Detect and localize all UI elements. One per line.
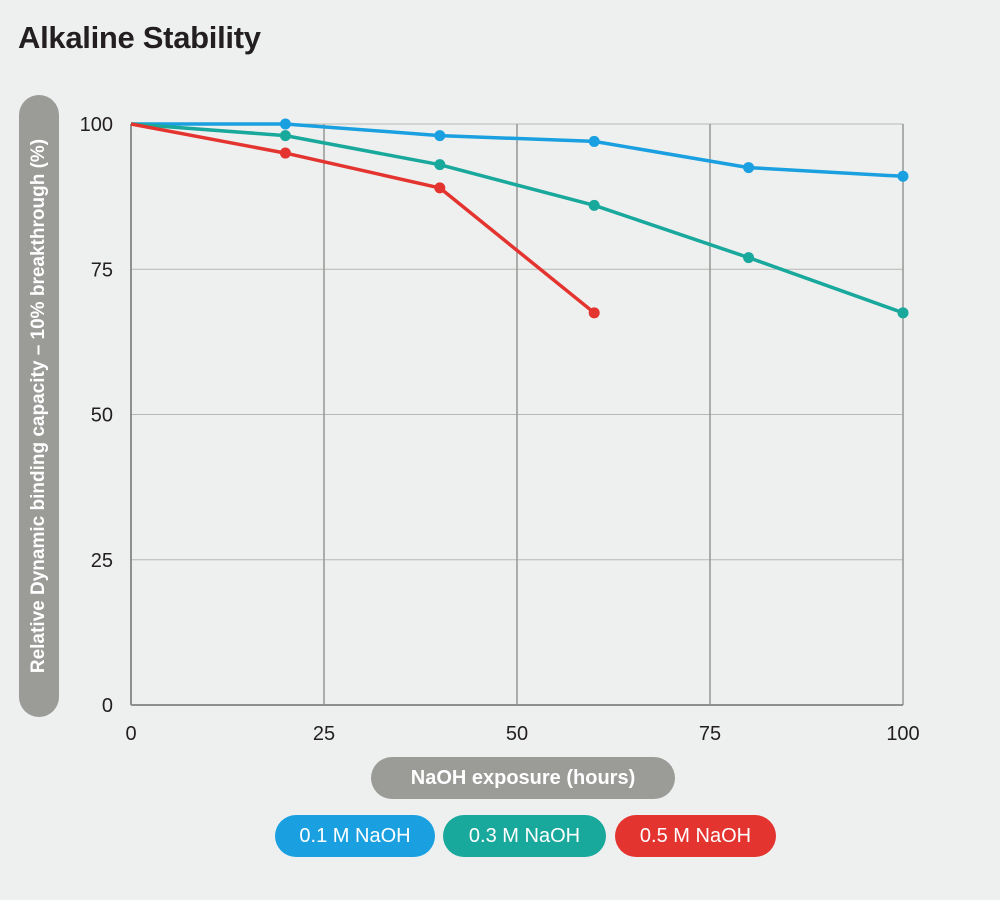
data-point-2-2: [434, 182, 446, 194]
y-tick-label-75: 75: [91, 259, 113, 281]
chart-title: Alkaline Stability: [18, 20, 261, 55]
data-point-0-5: [897, 170, 909, 182]
x-tick-label-50: 50: [506, 723, 528, 745]
legend-item-0-1m-naoh: 0.1 M NaOH: [275, 815, 435, 857]
data-point-2-3: [588, 307, 600, 319]
x-axis-label: NaOH exposure (hours): [371, 757, 675, 799]
data-point-1-2: [434, 159, 446, 171]
legend-item-0-5m-naoh: 0.5 M NaOH: [615, 815, 776, 857]
series-line-0: [131, 122, 904, 179]
y-tick-label-0: 0: [102, 695, 113, 717]
x-tick-label-75: 75: [699, 723, 721, 745]
data-point-2-1: [279, 147, 291, 159]
grid-lines: [131, 123, 904, 705]
y-axis-label-pill: [19, 95, 59, 717]
axes: [130, 124, 903, 706]
y-tick-label-100: 100: [80, 114, 113, 136]
y-tick-label-50: 50: [91, 405, 113, 427]
data-point-1-1: [279, 130, 291, 142]
series-line-2: [130, 122, 596, 315]
tick-labels: 0 25 50 75 100 0 25 50 75 100: [80, 114, 920, 745]
data-point-0-2: [434, 130, 446, 142]
data-point-1-3: [588, 199, 600, 211]
data-point-1-4: [743, 252, 755, 264]
data-point-1-5: [897, 307, 909, 319]
y-tick-label-25: 25: [91, 550, 113, 572]
x-tick-label-100: 100: [886, 723, 919, 745]
data-point-0-4: [743, 162, 755, 174]
x-tick-label-0: 0: [125, 723, 136, 745]
series-line-1: [130, 122, 904, 315]
x-tick-label-25: 25: [313, 723, 335, 745]
data-point-0-1: [279, 118, 291, 130]
data-point-0-3: [588, 135, 600, 147]
series-lines: [130, 118, 909, 319]
legend-item-0-3m-naoh: 0.3 M NaOH: [443, 815, 606, 857]
